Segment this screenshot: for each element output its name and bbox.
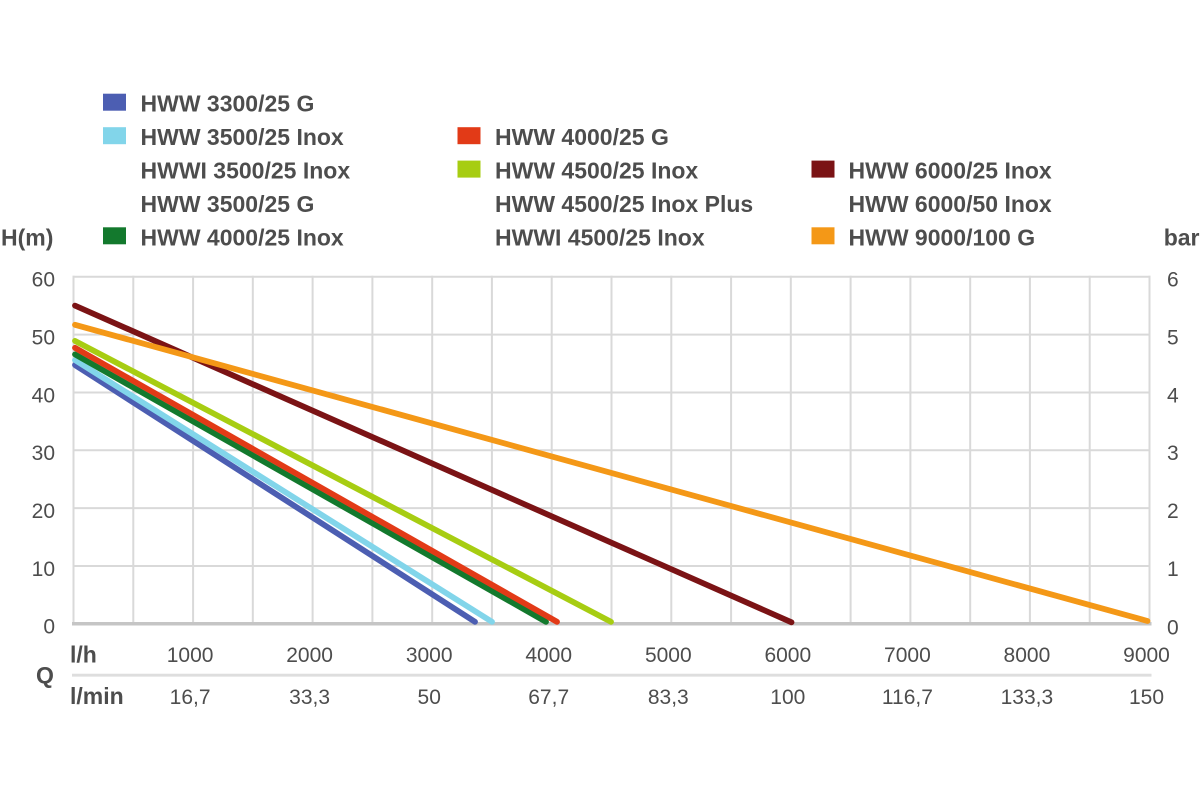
svg-text:0: 0 bbox=[1167, 617, 1179, 640]
svg-text:3: 3 bbox=[1167, 442, 1179, 465]
svg-text:30: 30 bbox=[32, 442, 55, 465]
svg-text:HWW 3500/25 Inox: HWW 3500/25 Inox bbox=[141, 124, 344, 150]
svg-text:HWWI 3500/25 Inox: HWWI 3500/25 Inox bbox=[141, 157, 351, 183]
svg-text:60: 60 bbox=[32, 269, 55, 292]
svg-text:50: 50 bbox=[32, 326, 55, 349]
svg-text:l/h: l/h bbox=[70, 641, 97, 667]
svg-text:6: 6 bbox=[1167, 269, 1179, 292]
svg-text:4: 4 bbox=[1167, 384, 1179, 407]
svg-text:50: 50 bbox=[418, 686, 441, 709]
svg-text:33,3: 33,3 bbox=[289, 686, 330, 709]
svg-text:HWW 9000/100 G: HWW 9000/100 G bbox=[849, 224, 1036, 250]
svg-text:6000: 6000 bbox=[764, 644, 811, 667]
svg-text:150: 150 bbox=[1129, 686, 1164, 709]
svg-text:9000: 9000 bbox=[1123, 644, 1170, 667]
svg-text:HWW 4000/25 G: HWW 4000/25 G bbox=[495, 124, 669, 150]
svg-text:HWW 4000/25 Inox: HWW 4000/25 Inox bbox=[141, 224, 344, 250]
svg-text:16,7: 16,7 bbox=[170, 686, 211, 709]
svg-text:HWW 6000/25 Inox: HWW 6000/25 Inox bbox=[849, 157, 1052, 183]
svg-text:2: 2 bbox=[1167, 500, 1179, 523]
svg-text:116,7: 116,7 bbox=[882, 686, 933, 709]
svg-text:HWW 4500/25 Inox: HWW 4500/25 Inox bbox=[495, 157, 698, 183]
svg-text:83,3: 83,3 bbox=[648, 686, 689, 709]
svg-text:8000: 8000 bbox=[1004, 644, 1051, 667]
svg-text:HWWI 4500/25 Inox: HWWI 4500/25 Inox bbox=[495, 224, 705, 250]
svg-text:40: 40 bbox=[32, 384, 55, 407]
svg-text:HWW 4500/25 Inox Plus: HWW 4500/25 Inox Plus bbox=[495, 191, 753, 217]
svg-text:5: 5 bbox=[1167, 326, 1179, 349]
svg-text:3000: 3000 bbox=[406, 644, 453, 667]
svg-text:l/min: l/min bbox=[70, 683, 124, 709]
svg-text:67,7: 67,7 bbox=[528, 686, 569, 709]
svg-text:H(m): H(m) bbox=[1, 224, 53, 250]
svg-text:7000: 7000 bbox=[884, 644, 931, 667]
svg-text:10: 10 bbox=[32, 558, 55, 581]
svg-text:2000: 2000 bbox=[286, 644, 333, 667]
svg-text:HWW 6000/50 Inox: HWW 6000/50 Inox bbox=[849, 191, 1052, 217]
svg-text:Q: Q bbox=[36, 662, 54, 688]
svg-text:bar: bar bbox=[1164, 224, 1200, 250]
svg-text:4000: 4000 bbox=[525, 644, 572, 667]
svg-text:HWW 3300/25 G: HWW 3300/25 G bbox=[141, 91, 315, 117]
svg-text:0: 0 bbox=[43, 616, 55, 639]
svg-text:133,3: 133,3 bbox=[1001, 686, 1054, 709]
svg-text:100: 100 bbox=[770, 686, 805, 709]
svg-text:1: 1 bbox=[1167, 558, 1179, 581]
svg-text:1000: 1000 bbox=[167, 644, 214, 667]
svg-text:HWW 3500/25 G: HWW 3500/25 G bbox=[141, 191, 315, 217]
svg-text:5000: 5000 bbox=[645, 644, 692, 667]
svg-text:20: 20 bbox=[32, 500, 55, 523]
